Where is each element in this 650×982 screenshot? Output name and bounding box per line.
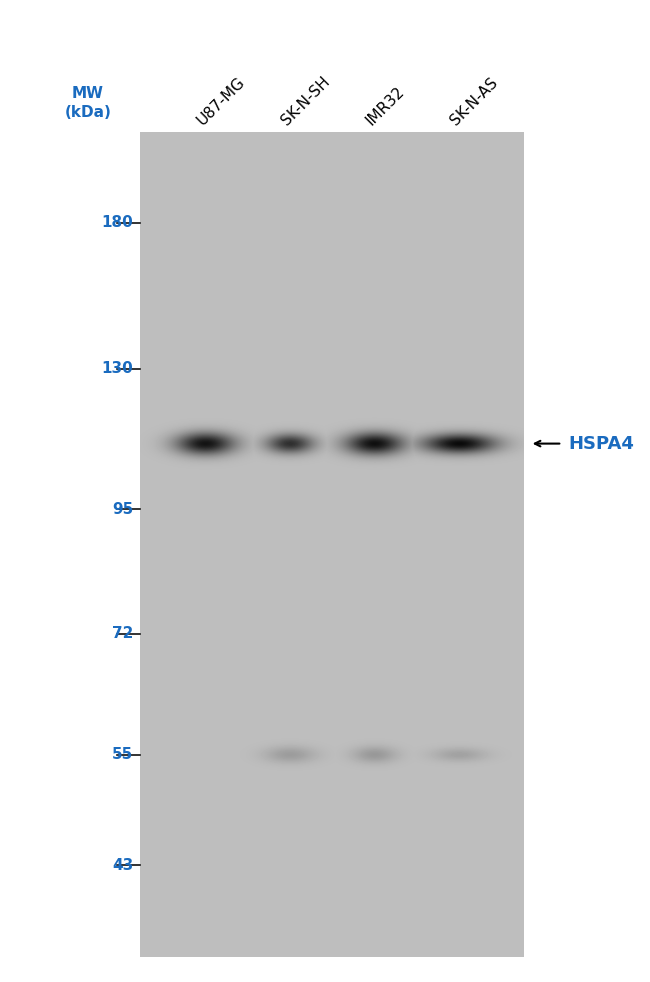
Text: 180: 180 — [101, 215, 133, 230]
Text: 130: 130 — [101, 361, 133, 376]
Bar — [140, 133, 523, 957]
Text: IMR32: IMR32 — [363, 83, 408, 128]
Text: SK-N-SH: SK-N-SH — [279, 74, 333, 128]
Text: 55: 55 — [112, 747, 133, 762]
Text: 95: 95 — [112, 502, 133, 517]
Text: MW
(kDa): MW (kDa) — [64, 86, 111, 120]
Text: 43: 43 — [112, 857, 133, 873]
Text: U87-MG: U87-MG — [194, 74, 248, 128]
Text: HSPA4: HSPA4 — [569, 435, 634, 453]
Text: SK-N-AS: SK-N-AS — [448, 75, 501, 128]
Text: 72: 72 — [112, 627, 133, 641]
